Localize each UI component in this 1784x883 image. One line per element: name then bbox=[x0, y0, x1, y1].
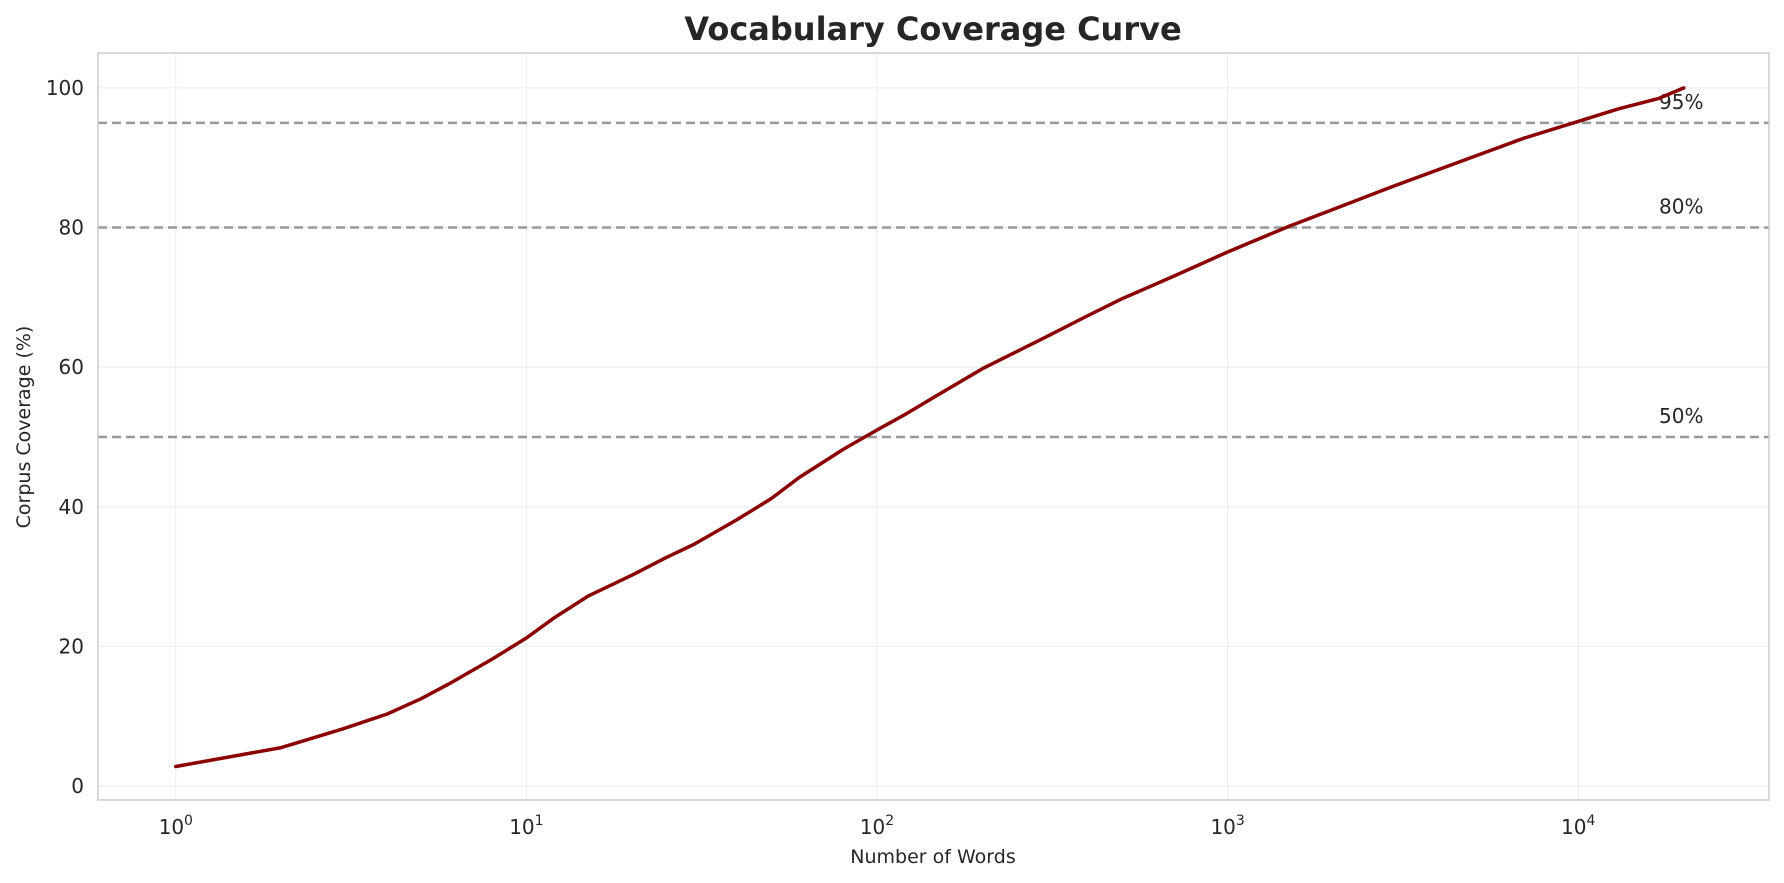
y-tick-label: 0 bbox=[71, 774, 84, 798]
y-tick-label: 100 bbox=[46, 76, 84, 100]
x-tick-base: 10 bbox=[1210, 815, 1235, 839]
x-tick-exponent: 2 bbox=[885, 813, 894, 829]
chart-title: Vocabulary Coverage Curve bbox=[684, 10, 1181, 48]
y-tick-label: 40 bbox=[59, 495, 84, 519]
x-tick-label: 103 bbox=[1210, 813, 1244, 839]
x-axis-ticks: 100 101 102 103 104 bbox=[159, 813, 1596, 839]
x-tick-exponent: 3 bbox=[1236, 813, 1245, 829]
y-tick-label: 60 bbox=[59, 355, 84, 379]
x-tick-label: 102 bbox=[860, 813, 894, 839]
y-axis-ticks: 0 20 40 60 80 100 bbox=[46, 76, 84, 798]
x-tick-exponent: 0 bbox=[184, 813, 193, 829]
y-axis-label: Corpus Coverage (%) bbox=[13, 326, 35, 529]
coverage-series-line bbox=[174, 86, 1686, 769]
series-layer bbox=[174, 86, 1686, 769]
x-tick-base: 10 bbox=[159, 815, 184, 839]
x-tick-base: 10 bbox=[860, 815, 885, 839]
x-tick-label: 100 bbox=[159, 813, 193, 839]
y-tick-label: 80 bbox=[59, 216, 84, 240]
x-tick-base: 10 bbox=[509, 815, 534, 839]
x-tick-base: 10 bbox=[1561, 815, 1586, 839]
y-tick-label: 20 bbox=[59, 634, 84, 658]
plot-frame bbox=[97, 52, 1770, 801]
x-tick-exponent: 1 bbox=[535, 813, 544, 829]
reference-line-label: 80% bbox=[1659, 195, 1703, 219]
reference-line-label: 95% bbox=[1659, 90, 1703, 114]
reference-lines: 50% 80% 95% bbox=[98, 90, 1769, 439]
x-axis-label: Number of Words bbox=[850, 846, 1015, 868]
x-tick-label: 101 bbox=[509, 813, 543, 839]
x-tick-label: 104 bbox=[1561, 813, 1595, 839]
reference-line-label: 50% bbox=[1659, 404, 1703, 428]
x-tick-exponent: 4 bbox=[1587, 813, 1596, 829]
